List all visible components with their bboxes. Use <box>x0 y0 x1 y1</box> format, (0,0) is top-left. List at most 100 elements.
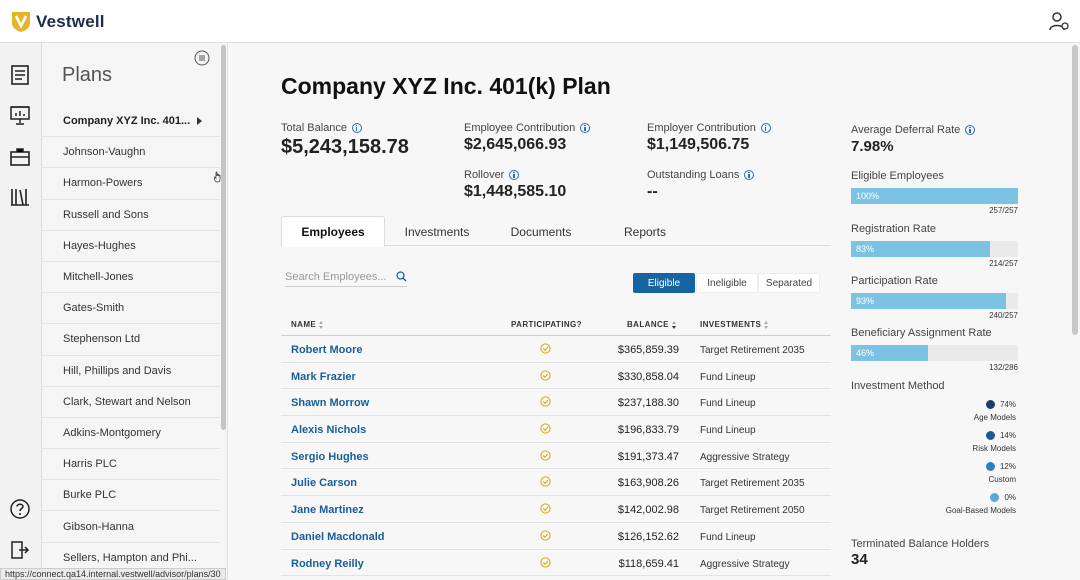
legend-dot-icon <box>990 493 1000 502</box>
presentation-chart-icon[interactable] <box>9 104 31 126</box>
investment-value: Target Retirement 2035 <box>700 345 805 356</box>
balance-value: $237,188.30 <box>617 397 679 410</box>
stat-value: $2,645,066.93 <box>464 136 567 153</box>
table-row: Jane Martinez $142,002.98 Target Retiremen… <box>281 496 831 523</box>
filter-eligible[interactable]: Eligible <box>633 273 695 293</box>
brand-name: Vestwell <box>36 12 105 31</box>
employees-table-body: Robert Moore $365,859.39 Target Retirement… <box>281 336 831 577</box>
employee-name-link[interactable]: Jane Martinez <box>291 504 364 517</box>
employee-name-link[interactable]: Rodney Reilly <box>291 557 364 570</box>
plan-name: Stephenson Ltd <box>63 333 141 346</box>
document-list-icon[interactable] <box>9 64 31 86</box>
method-percent: 12% <box>999 462 1016 471</box>
progress-bar: 100% <box>851 188 1018 204</box>
info-icon[interactable] <box>760 123 771 133</box>
plan-list-item[interactable]: Harris PLC <box>42 449 220 481</box>
filter-ineligible[interactable]: Ineligible <box>696 273 758 293</box>
table-row: Robert Moore $365,859.39 Target Retirement… <box>281 336 831 363</box>
page-scrollbar[interactable] <box>1072 45 1078 335</box>
progress-percent: 46% <box>856 348 875 358</box>
info-icon[interactable] <box>744 170 755 180</box>
info-icon[interactable] <box>352 123 363 133</box>
main-content: Company XYZ Inc. 401(k) Plan Total Balan… <box>228 43 1080 580</box>
filter-separated[interactable]: Separated <box>758 273 820 293</box>
progress-count: 132/286 <box>989 363 1018 372</box>
logo[interactable]: Vestwell <box>11 11 105 33</box>
info-icon[interactable] <box>965 125 976 135</box>
menu-icon[interactable] <box>194 50 210 66</box>
plan-name: Gibson-Hanna <box>63 520 134 533</box>
stat-value: $5,243,158.78 <box>281 136 409 158</box>
tab-employees[interactable]: Employees <box>281 216 385 247</box>
briefcase-icon[interactable] <box>9 146 31 168</box>
plans-title: Plans <box>62 64 113 86</box>
rate-label: Participation Rate <box>851 275 938 287</box>
terminated-value: 34 <box>851 551 868 568</box>
check-circle-icon <box>540 396 551 407</box>
investment-value: Fund Lineup <box>700 398 756 410</box>
plan-list-item[interactable]: Johnson-Vaughn <box>42 137 220 169</box>
plan-name: Hill, Phillips and Davis <box>63 364 172 377</box>
employee-name-link[interactable]: Julie Carson <box>291 477 358 490</box>
plan-list-item[interactable]: Gates-Smith <box>42 293 220 325</box>
employee-name-link[interactable]: Mark Frazier <box>291 370 356 383</box>
plan-list-item[interactable]: Hill, Phillips and Davis <box>42 356 220 387</box>
employee-name-link[interactable]: Alexis Nichols <box>291 424 367 437</box>
investment-value: Fund Lineup <box>700 531 756 543</box>
plan-list-item[interactable]: Company XYZ Inc. 401... <box>42 106 220 138</box>
info-icon[interactable] <box>509 170 520 180</box>
logout-icon[interactable] <box>9 539 31 561</box>
plan-name: Adkins-Montgomery <box>63 426 161 439</box>
employee-name-link[interactable]: Daniel Macdonald <box>291 530 385 543</box>
column-name-header[interactable]: NAME <box>291 320 324 329</box>
balance-value: $196,833.79 <box>617 424 679 437</box>
method-percent: 74% <box>999 400 1016 409</box>
chevron-right-icon <box>197 117 202 125</box>
progress-bar: 46% <box>851 345 1018 361</box>
total-balance-stat: Total Balance $5,243,158.78 <box>281 122 409 159</box>
stat-label: Employer Contribution <box>647 122 756 134</box>
info-icon[interactable] <box>580 123 591 133</box>
method-name: Custom <box>988 475 1016 484</box>
tab-documents[interactable]: Documents <box>510 224 572 239</box>
employee-name-link[interactable]: Sergio Hughes <box>291 450 369 463</box>
sidebar-scrollbar[interactable] <box>221 45 226 430</box>
employee-name-link[interactable]: Robert Moore <box>291 344 363 356</box>
investment-method-label: Investment Method <box>851 380 945 392</box>
column-investments-header[interactable]: INVESTMENTS <box>700 320 769 329</box>
top-bar: Vestwell <box>0 0 1080 43</box>
stat-value: -- <box>647 183 658 200</box>
progress-bar-fill: 46% <box>851 345 928 361</box>
tab-investments[interactable]: Investments <box>404 224 470 239</box>
check-circle-icon <box>540 476 551 488</box>
plan-list-item[interactable]: Stephenson Ltd <box>42 324 220 356</box>
plan-list-item[interactable]: Harmon-Powers <box>42 168 220 200</box>
plan-list-item[interactable]: Adkins-Montgomery <box>42 418 220 450</box>
balance-value: $118,659.41 <box>618 557 679 570</box>
progress-percent: 93% <box>856 296 875 306</box>
check-circle-icon <box>540 530 551 541</box>
plan-list-item[interactable]: Hayes-Hughes <box>42 231 220 262</box>
stat-label: Outstanding Loans <box>647 169 740 181</box>
user-settings-icon[interactable] <box>1048 11 1070 33</box>
employee-contribution-stat: Employee Contribution $2,645,066.93 <box>464 122 591 154</box>
plan-list-item[interactable]: Burke PLC <box>42 480 220 512</box>
library-books-icon[interactable] <box>9 186 31 208</box>
column-balance-header[interactable]: BALANCE <box>627 320 677 329</box>
progress-bar: 93% <box>851 293 1018 309</box>
plan-name: Clark, Stewart and Nelson <box>63 395 191 408</box>
search-employees-input[interactable]: Search Employees... <box>285 267 407 287</box>
legend-dot-icon <box>985 431 995 440</box>
plan-list-item[interactable]: Russell and Sons <box>42 200 220 231</box>
stat-value: $1,149,506.75 <box>647 136 750 153</box>
plan-list-item[interactable]: Gibson-Hanna <box>42 511 220 543</box>
search-icon[interactable] <box>396 271 407 282</box>
investment-value: Fund Lineup <box>700 371 756 383</box>
plan-name: Company XYZ Inc. 401... <box>63 115 191 128</box>
tab-reports[interactable]: Reports <box>623 224 667 239</box>
plan-list-item[interactable]: Clark, Stewart and Nelson <box>42 387 220 418</box>
help-icon[interactable] <box>9 498 31 520</box>
legend-dot-icon <box>985 462 995 471</box>
plan-list-item[interactable]: Mitchell-Jones <box>42 262 220 294</box>
employee-name-link[interactable]: Shawn Morrow <box>291 397 370 410</box>
